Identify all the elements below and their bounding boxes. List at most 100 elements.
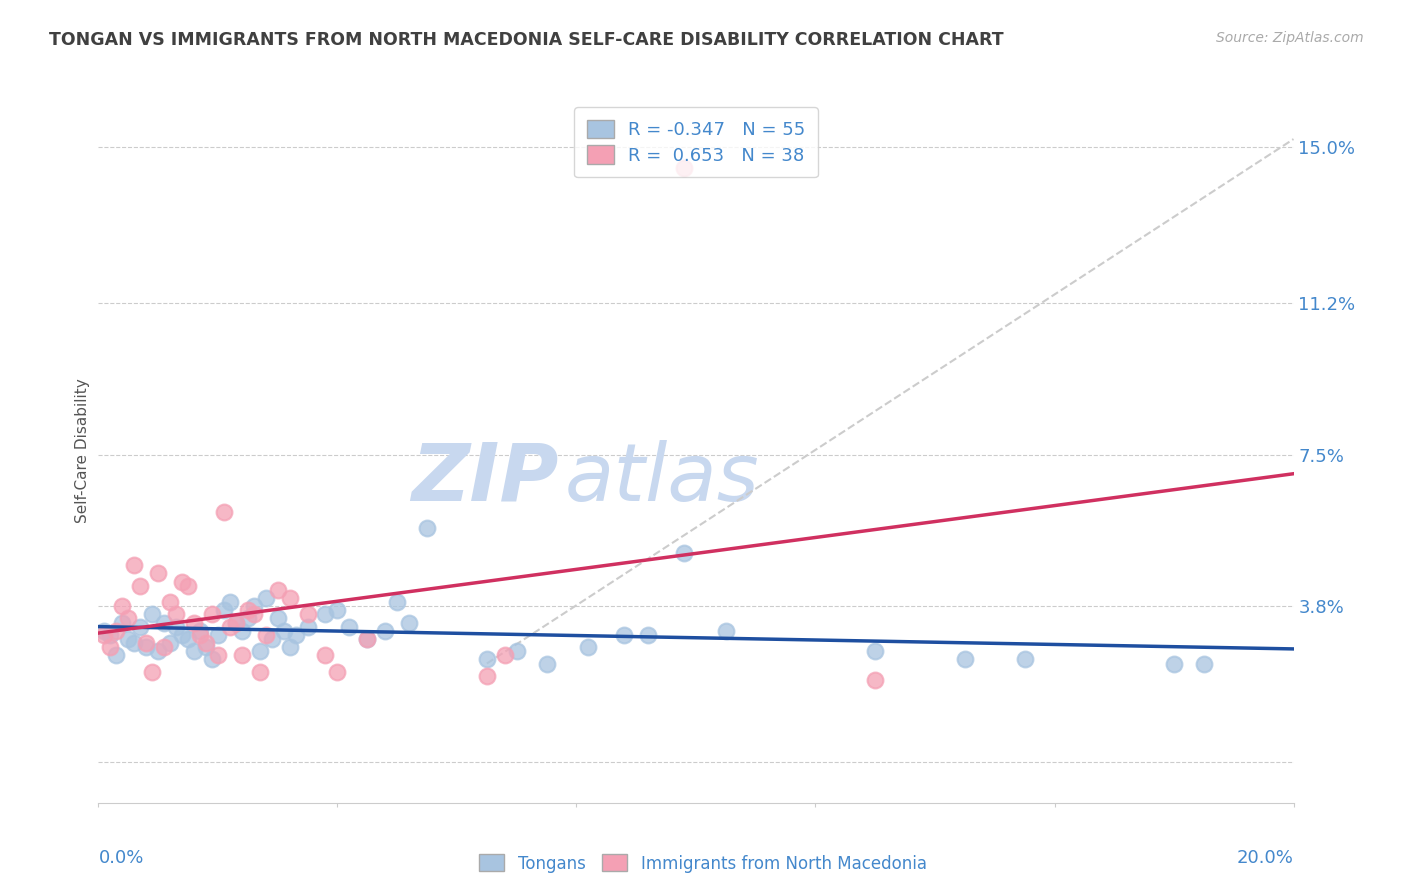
- Point: [267, 582, 290, 597]
- Point: [135, 640, 157, 654]
- Point: [219, 619, 242, 633]
- Point: [278, 591, 301, 605]
- Point: [416, 521, 439, 535]
- Point: [219, 595, 242, 609]
- Point: [225, 615, 247, 630]
- Point: [105, 648, 128, 663]
- Point: [356, 632, 378, 646]
- Point: [284, 628, 307, 642]
- Point: [339, 619, 361, 633]
- Point: [165, 619, 187, 633]
- Point: [195, 640, 218, 654]
- Point: [111, 615, 134, 630]
- Point: [374, 624, 396, 638]
- Point: [172, 628, 194, 642]
- Point: [165, 607, 187, 622]
- Point: [148, 566, 170, 581]
- Text: atlas: atlas: [565, 440, 759, 517]
- Point: [225, 615, 247, 630]
- Point: [297, 619, 319, 633]
- Point: [249, 665, 271, 679]
- Point: [212, 505, 235, 519]
- Legend: Tongans, Immigrants from North Macedonia: Tongans, Immigrants from North Macedonia: [472, 847, 934, 880]
- Point: [243, 607, 266, 622]
- Point: [111, 599, 134, 614]
- Point: [183, 615, 205, 630]
- Point: [398, 615, 420, 630]
- Point: [326, 665, 349, 679]
- Point: [183, 644, 205, 658]
- Point: [231, 624, 253, 638]
- Point: [315, 607, 337, 622]
- Point: [865, 673, 887, 687]
- Point: [254, 628, 277, 642]
- Text: 20.0%: 20.0%: [1237, 848, 1294, 867]
- Point: [124, 636, 146, 650]
- Point: [212, 603, 235, 617]
- Point: [714, 624, 737, 638]
- Point: [506, 644, 529, 658]
- Point: [172, 574, 194, 589]
- Point: [153, 615, 176, 630]
- Text: 0.0%: 0.0%: [98, 848, 143, 867]
- Point: [356, 632, 378, 646]
- Point: [236, 603, 259, 617]
- Point: [494, 648, 516, 663]
- Point: [278, 640, 301, 654]
- Point: [231, 648, 253, 663]
- Point: [260, 632, 283, 646]
- Point: [673, 546, 696, 560]
- Point: [578, 640, 600, 654]
- Point: [195, 636, 218, 650]
- Point: [117, 611, 139, 625]
- Point: [117, 632, 139, 646]
- Point: [326, 603, 349, 617]
- Point: [243, 599, 266, 614]
- Y-axis label: Self-Care Disability: Self-Care Disability: [75, 378, 90, 523]
- Point: [1192, 657, 1215, 671]
- Point: [93, 628, 115, 642]
- Text: Source: ZipAtlas.com: Source: ZipAtlas.com: [1216, 31, 1364, 45]
- Point: [129, 579, 152, 593]
- Point: [637, 628, 659, 642]
- Point: [536, 657, 558, 671]
- Point: [673, 161, 696, 175]
- Point: [201, 607, 224, 622]
- Point: [141, 665, 163, 679]
- Point: [201, 652, 224, 666]
- Legend: R = -0.347   N = 55, R =  0.653   N = 38: R = -0.347 N = 55, R = 0.653 N = 38: [574, 107, 818, 178]
- Point: [475, 669, 498, 683]
- Point: [124, 558, 146, 573]
- Point: [188, 624, 211, 638]
- Point: [297, 607, 319, 622]
- Point: [98, 628, 122, 642]
- Point: [207, 648, 229, 663]
- Point: [475, 652, 498, 666]
- Point: [177, 579, 200, 593]
- Point: [865, 644, 887, 658]
- Point: [93, 624, 115, 638]
- Point: [153, 640, 176, 654]
- Point: [177, 632, 200, 646]
- Point: [315, 648, 337, 663]
- Point: [141, 607, 163, 622]
- Point: [129, 619, 152, 633]
- Point: [148, 644, 170, 658]
- Text: TONGAN VS IMMIGRANTS FROM NORTH MACEDONIA SELF-CARE DISABILITY CORRELATION CHART: TONGAN VS IMMIGRANTS FROM NORTH MACEDONI…: [49, 31, 1004, 49]
- Point: [188, 628, 211, 642]
- Point: [207, 628, 229, 642]
- Point: [249, 644, 271, 658]
- Point: [159, 595, 181, 609]
- Point: [953, 652, 976, 666]
- Point: [613, 628, 636, 642]
- Text: ZIP: ZIP: [411, 440, 558, 517]
- Point: [98, 640, 122, 654]
- Point: [273, 624, 295, 638]
- Point: [267, 611, 290, 625]
- Point: [254, 591, 277, 605]
- Point: [385, 595, 409, 609]
- Point: [1163, 657, 1185, 671]
- Point: [159, 636, 181, 650]
- Point: [105, 624, 128, 638]
- Point: [1014, 652, 1036, 666]
